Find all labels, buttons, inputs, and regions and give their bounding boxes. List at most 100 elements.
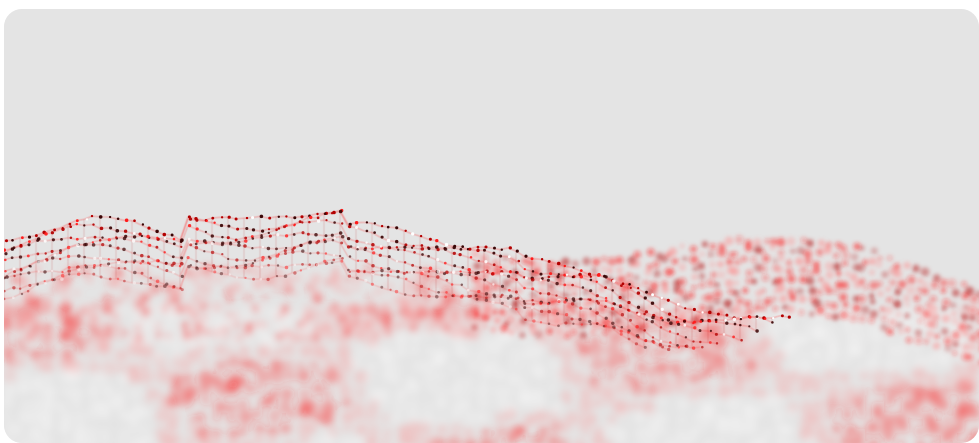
particle-dot [483, 278, 487, 282]
particle-dot [64, 320, 71, 327]
particle-link [515, 298, 525, 308]
particle-dot [826, 306, 837, 318]
particle-dot [657, 344, 670, 358]
particle-dot [531, 287, 535, 291]
particle-dot [403, 293, 407, 296]
particle-dot [565, 281, 574, 291]
particle-dot [716, 438, 726, 443]
particle-dot [557, 324, 560, 328]
particle-dot [735, 297, 744, 306]
particle-dot [949, 302, 957, 309]
particle-dot [469, 255, 473, 259]
particle-link [563, 322, 573, 325]
particle-dot [27, 235, 32, 239]
particle-dot [506, 357, 522, 372]
particle-dot [631, 316, 646, 331]
particle-dot [633, 274, 640, 281]
particle-link [19, 290, 29, 295]
particle-dot [790, 248, 796, 254]
particle-dot [305, 398, 320, 413]
particle-link [139, 282, 149, 285]
particle-dot [699, 320, 703, 323]
particle-dot [338, 209, 343, 214]
particle-dot [139, 281, 143, 285]
particle-dot [73, 434, 88, 443]
particle-dot [464, 427, 474, 437]
particle-dot [734, 258, 741, 266]
particle-dot [203, 267, 206, 270]
particle-dot [268, 216, 272, 220]
particle-dot [320, 412, 334, 426]
particle-dot [692, 340, 695, 343]
particle-dot [715, 419, 731, 435]
particle-dot [877, 290, 884, 297]
particle-dot [643, 345, 647, 349]
particle-dot [312, 324, 319, 330]
particle-dot [115, 229, 120, 233]
particle-dot [781, 382, 796, 396]
particle-link [483, 299, 493, 303]
particle-dot [798, 295, 807, 303]
particle-dot [713, 397, 724, 409]
particle-dot [517, 319, 528, 329]
particle-dot [58, 251, 62, 255]
particle-dot [344, 276, 351, 283]
particle-dot [953, 407, 969, 423]
particle-dot [707, 304, 714, 311]
particle-dot [377, 396, 389, 408]
particle-dot [469, 294, 473, 298]
particle-wave-image [4, 9, 979, 443]
particle-dot [266, 436, 278, 443]
particle-dot [884, 334, 896, 346]
particle-dot [36, 282, 39, 285]
particle-dot [748, 325, 751, 328]
particle-dot [298, 220, 302, 224]
particle-dot [972, 344, 979, 354]
particle-dot [203, 262, 207, 266]
particle-dot [646, 248, 655, 257]
particle-dot [565, 321, 579, 335]
particle-link [723, 314, 733, 319]
particle-dot [417, 421, 432, 436]
particle-dot [228, 242, 233, 246]
particle-dot [134, 333, 144, 342]
particle-dot [267, 228, 271, 231]
particle-dot [44, 232, 48, 236]
particle-dot [701, 345, 704, 349]
particle-dot [530, 257, 534, 261]
particle-dot [812, 266, 821, 275]
particle-dot [769, 331, 781, 343]
particle-dot [874, 384, 885, 395]
particle-dot [587, 272, 592, 276]
particle-dot [842, 357, 851, 366]
particle-dot [969, 314, 976, 321]
particle-dot [201, 327, 211, 337]
particle-dot [427, 247, 431, 251]
particle-dot [133, 219, 136, 223]
particle-dot [324, 309, 335, 319]
particle-link [627, 287, 637, 294]
particle-dot [380, 273, 384, 277]
particle-dot [322, 321, 331, 330]
particle-dot [521, 280, 529, 288]
particle-dot [43, 239, 47, 243]
particle-dot [652, 289, 658, 295]
particle-dot [467, 361, 479, 372]
particle-dot [633, 251, 642, 259]
particle-dot [245, 226, 249, 231]
particle-dot [548, 359, 559, 370]
particle-dot [826, 345, 841, 361]
particle-dot [815, 360, 824, 369]
particle-dot [251, 262, 255, 265]
particle-dot [759, 264, 768, 273]
particle-link [299, 267, 309, 271]
particle-dot [710, 243, 716, 250]
particle-dot [693, 326, 697, 330]
particle-dot [199, 357, 210, 368]
particle-dot [86, 346, 98, 359]
particle-dot [825, 396, 840, 411]
particle-dot [851, 395, 866, 410]
particle-dot [250, 263, 254, 268]
particle-dot [710, 271, 718, 279]
particle-dot [366, 294, 372, 300]
